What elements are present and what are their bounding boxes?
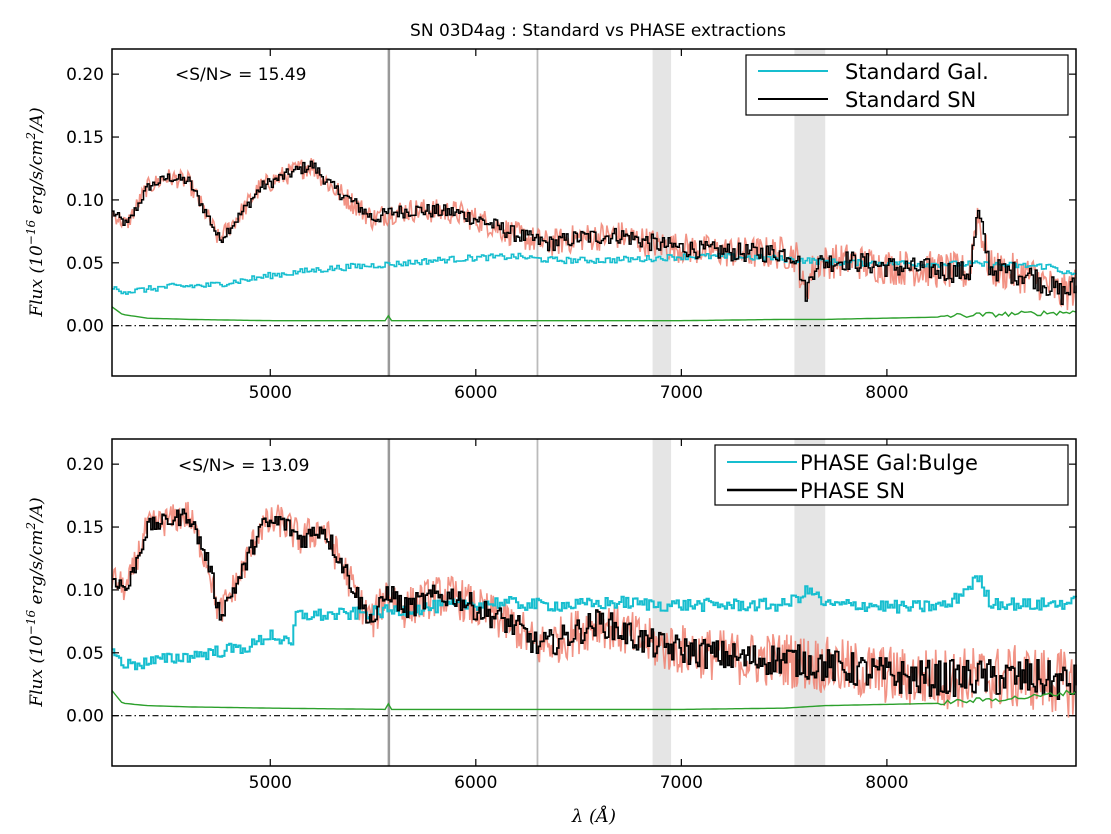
panel-bottom-series-sn <box>112 508 1077 700</box>
panel-top-ylabel-rest: erg/s/cm <box>27 140 47 220</box>
panel-top-xticks: 5000 6000 7000 8000 <box>249 49 909 403</box>
panel-bottom: 5000 6000 7000 8000 0.00 0.05 0.10 0.15 0.20 <S… <box>24 438 1077 793</box>
panel-bottom-ylabel-text: Flux (10−16 erg/s/cm2/A) <box>24 497 47 707</box>
panel-top-xtick-label-3: 8000 <box>865 383 908 403</box>
panel-top-series-error <box>111 306 1077 322</box>
panel-bottom-xtick-label-1: 6000 <box>454 773 497 793</box>
panel-top-series <box>111 158 1077 322</box>
panel-bottom-ytick-label-1: 0.05 <box>66 644 104 664</box>
panel-bottom-ytick-label-4: 0.20 <box>66 455 104 475</box>
panel-bottom-ylabel: Flux (10−16 erg/s/cm2/A) <box>24 497 47 707</box>
panel-top-series-sn-noise <box>111 158 1077 311</box>
panel-top-legend-box <box>745 54 1069 116</box>
panel-bottom-ylabel-exp2: 2 <box>24 522 38 531</box>
panel-bottom-series-galaxy <box>112 575 1077 671</box>
panel-top-ytick-label-2: 0.10 <box>66 191 104 211</box>
panel-bottom-ytick-label-2: 0.10 <box>66 581 104 601</box>
panel-bottom-xticks: 5000 6000 7000 8000 <box>249 439 909 793</box>
panel-bottom-xtick-label-0: 5000 <box>249 773 292 793</box>
panel-top-band-0 <box>652 49 672 376</box>
panel-bottom-legend-label-galaxy: PHASE Gal:Bulge <box>800 451 978 475</box>
panel-top-ytick-label-3: 0.15 <box>66 128 104 148</box>
panel-top-ylabel: Flux (10−16 erg/s/cm2/A) <box>24 107 47 317</box>
panel-top-ylabel-end: /A) <box>27 107 47 134</box>
panel-top-series-sn <box>112 160 1077 305</box>
panel-top-ylabel-exp: −16 <box>24 220 38 246</box>
panel-bottom-ytick-label-0: 0.00 <box>66 707 104 727</box>
panel-top-frame <box>111 48 1077 377</box>
panel-top-xtick-label-1: 6000 <box>454 383 497 403</box>
panel-bottom-ylabel-exp: −16 <box>24 610 38 636</box>
panel-top-xtick-label-0: 5000 <box>249 383 292 403</box>
panel-bottom-snr-annotation: <S/N> = 13.09 <box>178 456 309 476</box>
panel-bottom-ylabel-end: /A) <box>27 497 47 524</box>
panel-bottom-ylabel-main: Flux (10 <box>27 635 47 708</box>
panel-bottom-legend-label-sn: PHASE SN <box>800 479 905 503</box>
panel-top-snr-annotation: <S/N> = 15.49 <box>175 65 306 85</box>
panel-bottom-series-error <box>111 689 1077 711</box>
panel-top-xtick-label-2: 7000 <box>660 383 703 403</box>
panel-bottom-ylabel-rest: erg/s/cm <box>27 530 47 610</box>
panel-top-series-galaxy <box>112 252 1077 295</box>
panel-top-yticks: 0.00 0.05 0.10 0.15 0.20 <box>66 65 1076 337</box>
panel-top-legend: Standard Gal. Standard SN <box>745 54 1069 116</box>
panel-top-ytick-label-0: 0.00 <box>66 317 104 337</box>
panel-top: 5000 6000 7000 8000 0.00 0.05 0.10 0.15 0.20 <S… <box>24 48 1077 403</box>
panel-bottom-series <box>111 501 1077 718</box>
panel-top-legend-label-sn: Standard SN <box>845 88 976 112</box>
panel-bottom-legend: PHASE Gal:Bulge PHASE SN <box>714 444 1069 506</box>
panel-top-ylabel-exp2: 2 <box>24 132 38 141</box>
panel-bottom-ytick-label-3: 0.15 <box>66 518 104 538</box>
panel-bottom-series-sn-noise <box>111 501 1077 718</box>
panel-top-ytick-label-4: 0.20 <box>66 65 104 85</box>
figure-title: SN 03D4ag : Standard vs PHASE extraction… <box>410 21 786 41</box>
panel-top-legend-label-galaxy: Standard Gal. <box>845 60 989 84</box>
panel-bottom-frame <box>111 438 1077 767</box>
panel-top-ylabel-main: Flux (10 <box>27 245 47 318</box>
panel-bottom-xtick-label-2: 7000 <box>660 773 703 793</box>
panel-bottom-band-0 <box>652 439 672 766</box>
panel-top-ylabel-text: Flux (10−16 erg/s/cm2/A) <box>24 107 47 317</box>
x-axis-label: λ (Å) <box>571 805 616 827</box>
panel-bottom-xtick-label-3: 8000 <box>865 773 908 793</box>
panel-bottom-yticks: 0.00 0.05 0.10 0.15 0.20 <box>66 455 1076 727</box>
panel-bottom-legend-box <box>714 444 1069 506</box>
panel-top-ytick-label-1: 0.05 <box>66 254 104 274</box>
